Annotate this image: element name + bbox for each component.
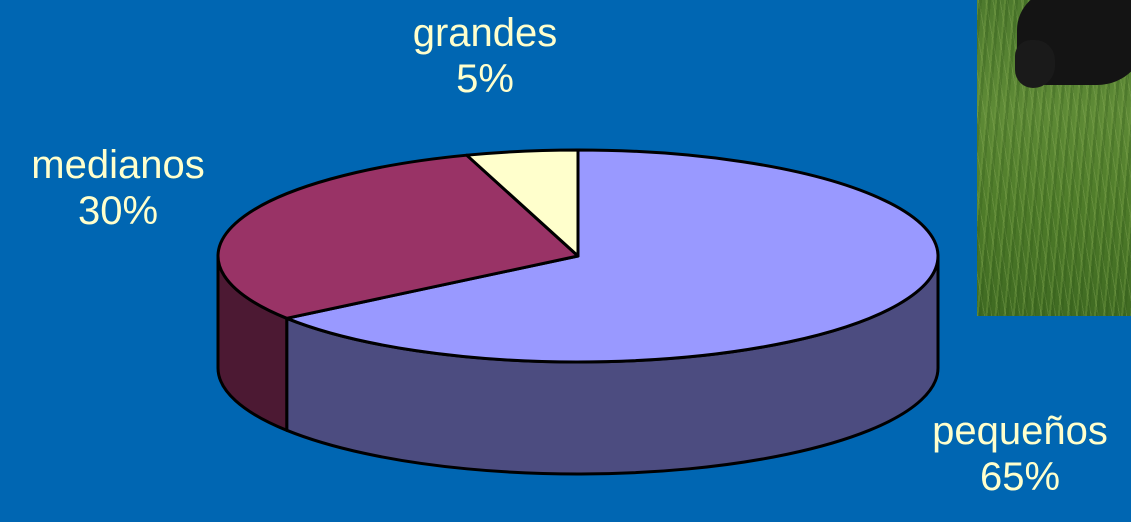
pie-slice-medianos [216,153,580,320]
pie-slice-grandes [465,148,580,258]
slice-name-medianos: medianos [31,143,205,187]
slice-name-grandes: grandes [412,11,558,55]
pie-slice-pequeños [285,148,940,364]
slice-label-medianos: medianos 30% [0,142,236,234]
cow-head [1015,40,1055,88]
slice-label-grandes: grandes 5% [375,10,595,102]
slice-percent-grandes: 5% [456,57,514,101]
slice-label-pequenos: pequeños 65% [900,408,1131,500]
grazing-cow-photo [977,0,1131,316]
slice-percent-medianos: 30% [77,189,159,233]
slice-name-pequenos: pequeños [932,409,1108,453]
slice-percent-pequenos: 65% [979,455,1061,499]
